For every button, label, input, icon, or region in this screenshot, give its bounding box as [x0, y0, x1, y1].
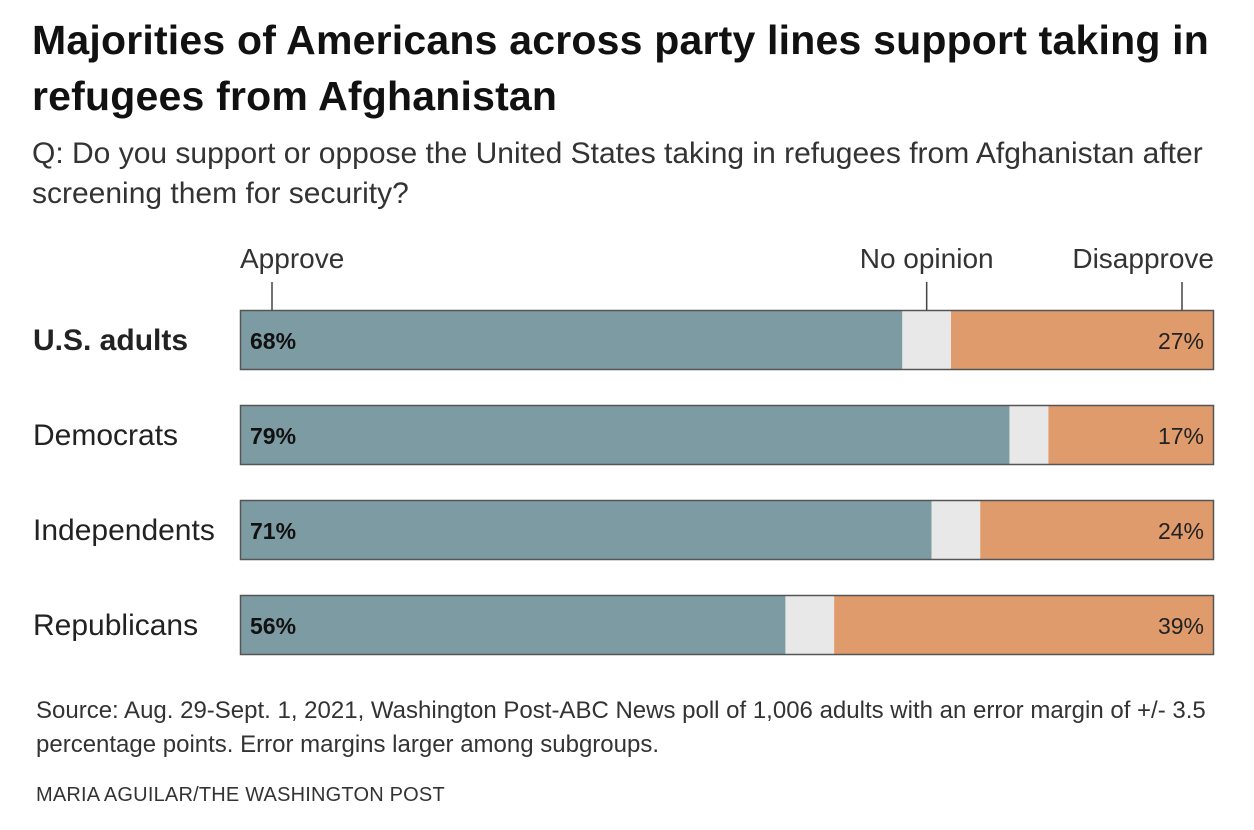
- bar-disapprove-democrats: [1048, 405, 1214, 465]
- stacked-bar-chart: U.S. adults 68% 27% Democrats 79% 17% Independ…: [33, 243, 1215, 656]
- value-label-approve-independents: 71%: [250, 518, 296, 544]
- value-label-approve-democrats: 79%: [250, 423, 296, 449]
- bar-disapprove-republicans: [834, 595, 1214, 655]
- category-label-democrats: Democrats: [33, 419, 178, 452]
- bar-no-opinion-democrats: [1009, 405, 1049, 465]
- legend-label-disapprove: Disapprove: [1072, 243, 1214, 274]
- source-note: Source: Aug. 29-Sept. 1, 2021, Washingto…: [36, 697, 1206, 758]
- category-label-independents: Independents: [33, 514, 215, 547]
- bar-no-opinion-independents: [931, 500, 981, 560]
- bar-no-opinion-u-s-adults: [902, 310, 952, 370]
- bar-outline-republicans: [239, 594, 1215, 656]
- legend-label-approve: Approve: [240, 243, 344, 274]
- chart-subtitle: Q: Do you support or oppose the United S…: [32, 137, 1203, 210]
- credit-line: MARIA AGUILAR/THE WASHINGTON POST: [36, 784, 445, 806]
- bar-outline-independents: [239, 499, 1215, 561]
- legend-label-no-opinion: No opinion: [860, 243, 994, 274]
- bar-approve-democrats: [240, 405, 1010, 465]
- bar-approve-independents: [240, 500, 932, 560]
- category-label-republicans: Republicans: [33, 609, 198, 642]
- chart-title: Majorities of Americans across party lin…: [32, 17, 1210, 119]
- bar-outline-u-s-adults: [239, 309, 1215, 371]
- bar-disapprove-u-s-adults: [951, 310, 1214, 370]
- bar-disapprove-independents: [980, 500, 1214, 560]
- bar-no-opinion-republicans: [785, 595, 835, 655]
- bar-outline-democrats: [239, 404, 1215, 466]
- value-label-disapprove-u-s-adults: 27%: [1158, 328, 1204, 354]
- value-label-approve-u-s-adults: 68%: [250, 328, 296, 354]
- value-label-disapprove-independents: 24%: [1158, 518, 1204, 544]
- value-label-disapprove-republicans: 39%: [1158, 613, 1204, 639]
- value-label-approve-republicans: 56%: [250, 613, 296, 639]
- bar-approve-u-s-adults: [240, 310, 903, 370]
- category-label-u-s-adults: U.S. adults: [33, 324, 188, 357]
- bar-approve-republicans: [240, 595, 786, 655]
- value-label-disapprove-democrats: 17%: [1158, 423, 1204, 449]
